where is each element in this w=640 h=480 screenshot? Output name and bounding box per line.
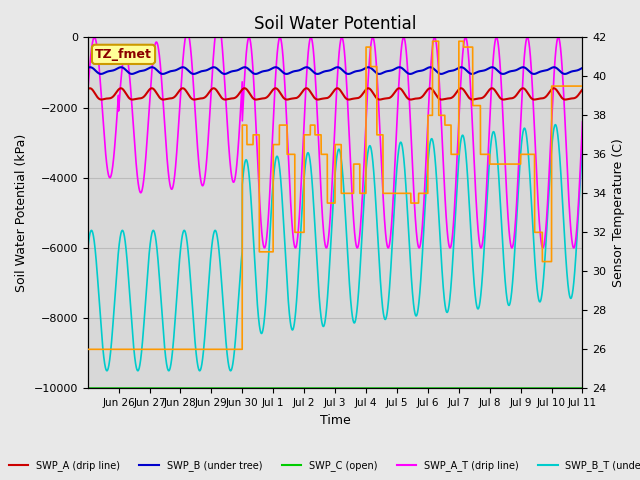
Legend: SWP_A (drip line), SWP_B (under tree), SWP_C (open), SWP_A_T (drip line), SWP_B_: SWP_A (drip line), SWP_B (under tree), S… — [5, 456, 640, 475]
Y-axis label: Soil Water Potential (kPa): Soil Water Potential (kPa) — [15, 134, 28, 292]
Y-axis label: Sensor Temperature (C): Sensor Temperature (C) — [612, 138, 625, 287]
X-axis label: Time: Time — [320, 414, 351, 427]
Title: Soil Water Potential: Soil Water Potential — [254, 15, 416, 33]
Text: TZ_fmet: TZ_fmet — [95, 48, 152, 61]
